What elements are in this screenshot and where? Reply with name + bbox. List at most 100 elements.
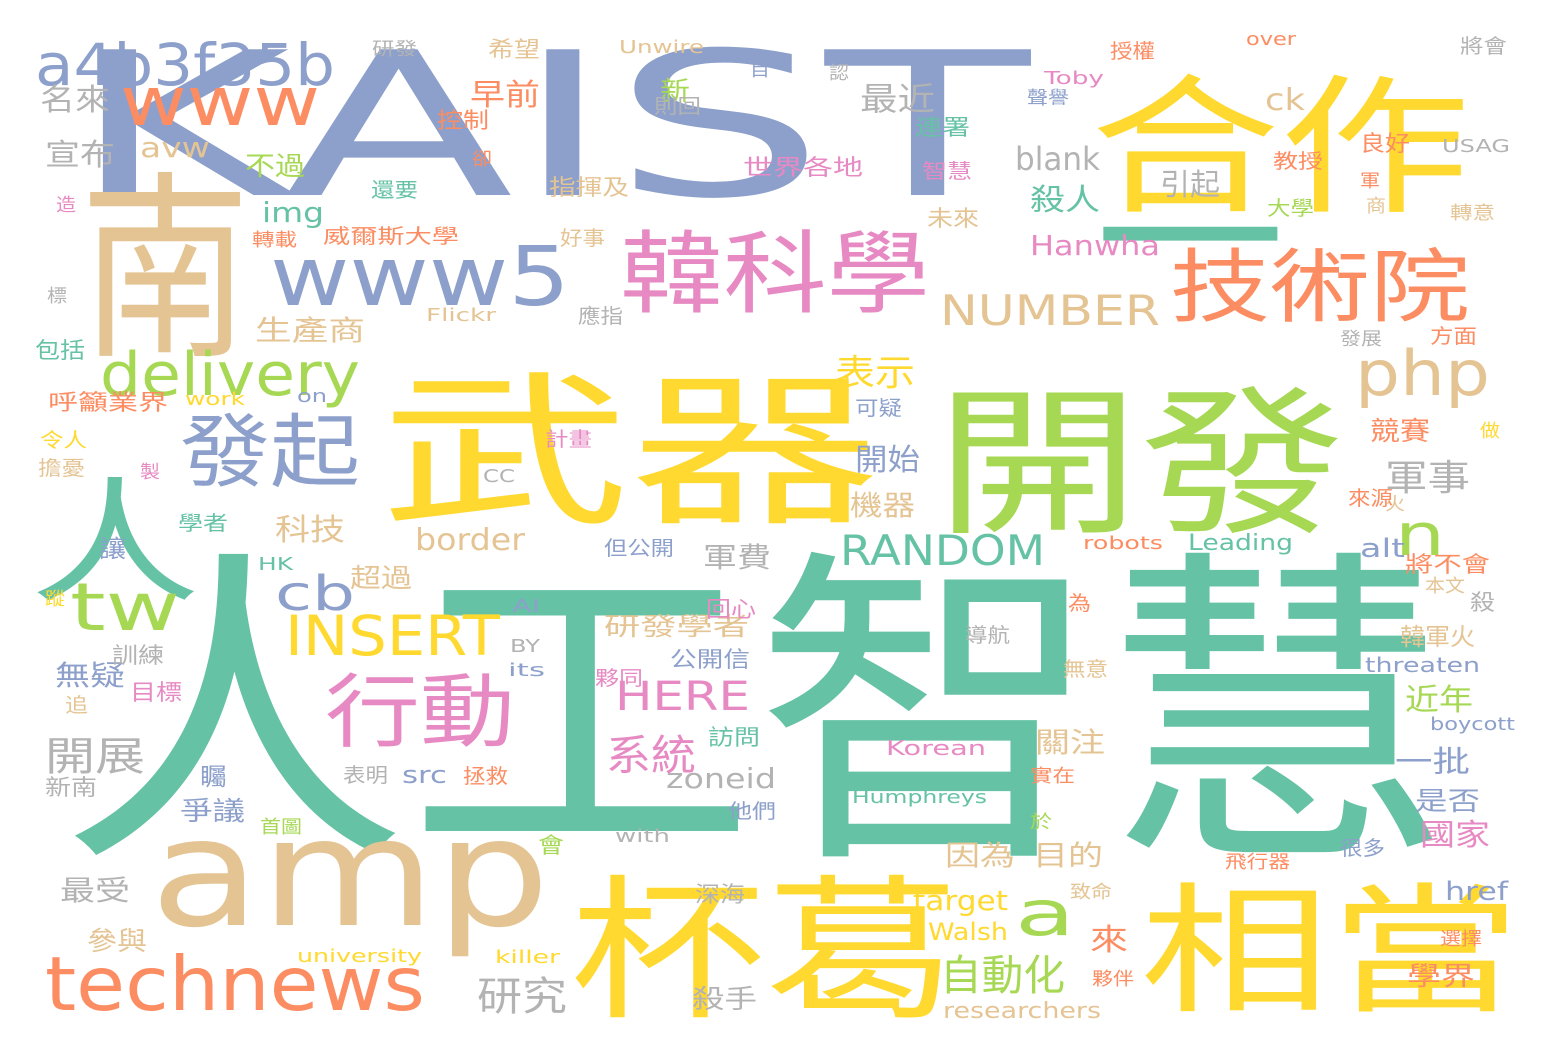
word-123: HK — [258, 554, 295, 575]
word-133: 呼籲業界 — [48, 391, 168, 416]
word-168: Toby — [1043, 68, 1105, 89]
word-8: 杯葛 — [570, 861, 960, 1042]
word-165: 認 — [829, 63, 849, 84]
word-12: 技術院 — [1170, 241, 1470, 334]
word-33: 軍事 — [1385, 458, 1470, 499]
word-129: 計畫 — [545, 427, 592, 451]
word-89: 無意 — [1063, 657, 1108, 681]
word-151: 世界各地 — [743, 156, 863, 181]
word-170: over — [1246, 29, 1297, 50]
word-73: Walsh — [928, 918, 1008, 946]
word-132: 做 — [1480, 421, 1500, 442]
word-163: Unwire — [619, 37, 704, 58]
word-144: 好事 — [560, 226, 605, 250]
word-113: 夥同 — [595, 666, 643, 690]
word-158: 連署 — [915, 116, 970, 141]
word-9: 相當 — [1140, 871, 1520, 1034]
word-15: a4b3f35b — [35, 31, 335, 99]
word-110: 目標 — [130, 681, 182, 706]
word-99: 深海 — [695, 883, 745, 908]
word-102: 首圖 — [260, 817, 302, 838]
word-98: university — [297, 946, 422, 967]
word-104: 表明 — [343, 763, 388, 787]
word-95: 夥伴 — [1092, 969, 1134, 990]
word-5: 開發 — [935, 371, 1345, 558]
word-26: n — [1395, 501, 1445, 569]
word-77: researchers — [943, 999, 1101, 1024]
word-51: 科技 — [275, 513, 345, 548]
word-97: killer — [495, 947, 561, 968]
word-122: 蹤 — [45, 589, 65, 610]
word-31: 研究 — [477, 974, 567, 1020]
word-120: 為 — [1068, 591, 1091, 615]
word-40: ck — [1265, 83, 1306, 118]
word-36: 名來 — [40, 83, 110, 118]
word-0: 人工智慧 — [60, 524, 1450, 908]
word-11: 韓科學 — [620, 222, 930, 327]
word-107: 他們 — [728, 799, 776, 823]
word-152: 智慧 — [922, 159, 972, 183]
word-171: 將會 — [1460, 34, 1507, 58]
word-127: 令人 — [40, 428, 87, 452]
word-59: 無疑 — [55, 659, 125, 692]
word-10: 人 — [30, 465, 200, 622]
word-143: 威爾斯大學 — [323, 224, 459, 248]
word-27: cb — [275, 566, 355, 622]
word-121: 讓 — [99, 535, 126, 563]
word-159: 良好 — [1360, 132, 1410, 157]
word-3: 合作 — [1090, 62, 1470, 236]
word-117: AI — [512, 596, 540, 617]
word-94: 選擇 — [1440, 929, 1482, 950]
word-81: 殺 — [1470, 591, 1495, 616]
word-100: 會 — [538, 834, 564, 859]
word-79: 韓軍火 — [1400, 623, 1475, 651]
word-4: 武器 — [380, 357, 880, 549]
word-63: 是否 — [1415, 787, 1480, 817]
word-134: work — [185, 389, 246, 410]
word-14: www — [120, 63, 320, 142]
word-148: 造 — [56, 195, 76, 216]
word-35: 宣布 — [45, 138, 115, 173]
word-167: 授權 — [1110, 39, 1155, 63]
word-135: on — [297, 386, 327, 407]
word-162: 希望 — [488, 38, 540, 63]
word-68: 爭議 — [180, 797, 245, 827]
word-93: 飛行器 — [1225, 852, 1290, 873]
word-6: 一 — [1095, 143, 1285, 341]
word-140: 方面 — [1430, 324, 1477, 348]
word-13: www5 — [270, 230, 570, 325]
word-58: zoneid — [666, 762, 776, 795]
word-150: 指揮及 — [549, 176, 629, 201]
word-78: 火 — [1385, 494, 1405, 515]
word-82: 本文 — [1425, 576, 1465, 597]
word-138: 應指 — [578, 304, 623, 328]
word-126: CC — [483, 466, 515, 487]
word-125: 製 — [140, 462, 160, 483]
word-142: 轉載 — [252, 230, 297, 251]
word-75: 學界 — [1407, 962, 1475, 992]
word-41: avw — [140, 131, 210, 164]
word-19: delivery — [100, 340, 360, 410]
word-28: 自動化 — [940, 951, 1065, 1000]
word-69: 最受 — [60, 874, 130, 907]
word-157: 控制 — [437, 109, 489, 134]
word-30: HERE — [615, 674, 750, 720]
word-92: 很多 — [1340, 836, 1385, 860]
word-1: KAIST — [70, 10, 1031, 243]
word-155: 商 — [1366, 196, 1386, 217]
word-153: 教授 — [1273, 149, 1323, 173]
word-80: 將不會 — [1405, 553, 1490, 578]
word-145: 未來 — [927, 207, 979, 232]
word-169: 聲譽 — [1027, 88, 1069, 109]
word-160: USAG — [1442, 136, 1510, 157]
word-57: src — [402, 761, 447, 789]
word-131: 來源 — [1348, 486, 1393, 510]
word-105: 拯救 — [463, 764, 508, 788]
word-156: 卻 — [472, 149, 492, 170]
word-44: 引起 — [1160, 168, 1220, 203]
word-72: 來 — [1090, 923, 1128, 958]
word-43: blank — [1015, 140, 1100, 178]
word-96: 致命 — [1070, 882, 1112, 903]
word-61: 近年 — [1405, 683, 1473, 718]
word-146: 大學 — [1267, 196, 1314, 220]
